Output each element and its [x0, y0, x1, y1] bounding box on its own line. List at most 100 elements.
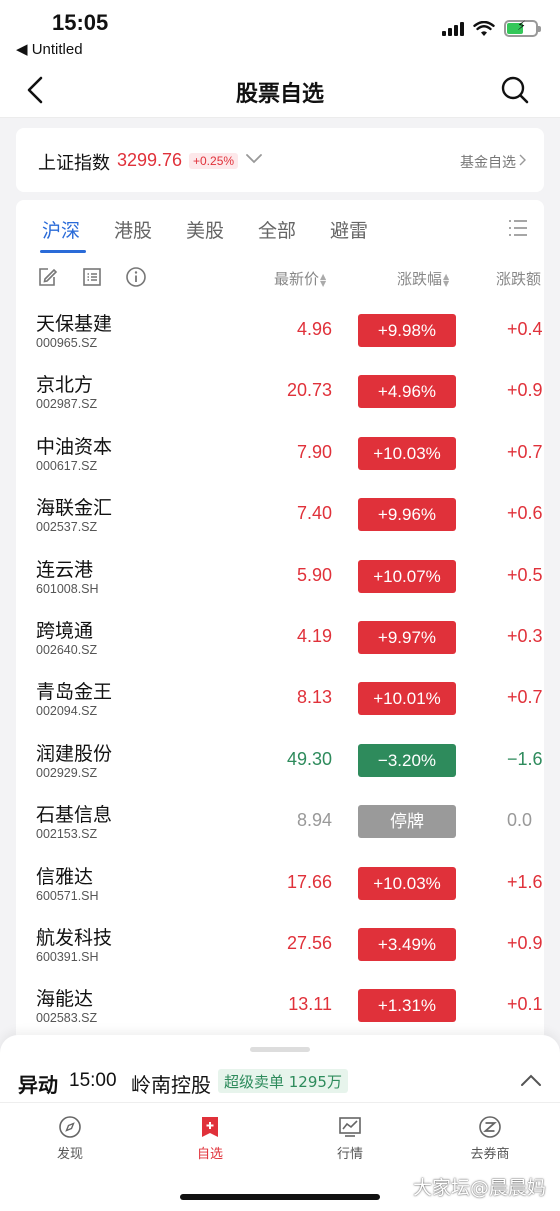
change-amount: +0.1	[507, 994, 543, 1015]
tab-hong-kong[interactable]: 港股	[114, 220, 153, 242]
table-row[interactable]: 海能达 002583.SZ 13.11 +1.31% +0.1	[16, 975, 544, 1036]
tab-avoid[interactable]: 避雷	[330, 220, 369, 242]
tab-shanghai-shenzhen[interactable]: 沪深	[42, 220, 81, 242]
table-row[interactable]: 中油资本 000617.SZ 7.90 +10.03% +0.7	[16, 423, 544, 484]
stock-code: 600571.SH	[36, 888, 99, 903]
tab-bar-watchlist[interactable]: 自选	[170, 1115, 250, 1162]
stock-price: 8.94	[296, 810, 332, 831]
change-amount: +0.7	[507, 687, 543, 708]
tab-bar-label: 行情	[336, 1147, 363, 1162]
table-row[interactable]: 京北方 002987.SZ 20.73 +4.96% +0.9	[16, 361, 544, 422]
stock-price: 4.96	[296, 319, 332, 339]
cellular-signal-icon	[442, 21, 464, 36]
navigation-bar: 股票自选	[0, 62, 560, 118]
change-percent-badge[interactable]: +9.97%	[358, 621, 456, 654]
table-row[interactable]: 航发科技 600391.SH 27.56 +3.49% +0.9	[16, 914, 544, 975]
battery-icon: ⚡	[504, 19, 541, 37]
edit-icon[interactable]	[36, 266, 58, 288]
stock-code: 002640.SZ	[36, 643, 98, 657]
stock-price: 20.73	[286, 380, 332, 401]
stock-name: 信雅达	[36, 865, 94, 888]
watermark: 大家坛@晨晨妈	[412, 1177, 546, 1199]
back-to-app-link[interactable]: ◀ Untitled	[16, 41, 83, 58]
stock-price: 49.30	[286, 748, 332, 769]
chevron-left-icon[interactable]	[22, 74, 52, 106]
stock-name: 润建股份	[36, 742, 113, 765]
change-percent-badge[interactable]: 停牌	[358, 805, 456, 839]
change-percent-badge[interactable]: +10.07%	[358, 559, 456, 593]
alert-badge: 超级卖单 1295万	[218, 1069, 348, 1093]
stock-name: 连云港	[36, 558, 94, 581]
table-row[interactable]: 天保基建 000965.SZ 4.96 +9.98% +0.4	[16, 300, 544, 361]
tab-all[interactable]: 全部	[258, 220, 297, 242]
chart-icon	[339, 1117, 361, 1137]
stock-price: 7.40	[296, 503, 332, 524]
stock-name: 航发科技	[36, 927, 113, 949]
table-row[interactable]: 润建股份 002929.SZ 49.30 −3.20% −1.6	[16, 730, 544, 791]
change-percent-badge[interactable]: −3.20%	[358, 743, 456, 777]
stock-code: 601008.SH	[36, 581, 99, 596]
table-row[interactable]: 信雅达 600571.SH 17.66 +10.03% +1.6	[16, 853, 544, 914]
column-header-change-percent[interactable]: 涨跌幅▲ ▼	[397, 270, 450, 288]
stock-name: 青岛金王	[36, 681, 113, 704]
page-title: 股票自选	[235, 82, 324, 107]
stock-name: 中油资本	[36, 435, 113, 458]
list-icon[interactable]	[81, 266, 103, 288]
table-row[interactable]: 跨境通 002640.SZ 4.19 +9.97% +0.3	[16, 607, 544, 668]
change-amount: +1.6	[507, 871, 543, 892]
sheet-handle[interactable]	[250, 1047, 310, 1052]
change-amount: +0.7	[507, 441, 543, 462]
list-toolbar: 最新价▲ ▼ 涨跌幅▲ ▼ 涨跌额	[16, 260, 544, 296]
fund-watchlist-link[interactable]: 基金自选	[460, 155, 516, 171]
search-icon[interactable]	[500, 75, 530, 105]
tab-bar-discover[interactable]: 发现	[30, 1115, 110, 1162]
table-row[interactable]: 石基信息 002153.SZ 8.94 停牌 0.0	[16, 791, 544, 852]
stock-price: 4.19	[296, 626, 332, 646]
change-percent-badge[interactable]: +9.98%	[358, 314, 456, 347]
change-percent-badge[interactable]: +1.31%	[358, 989, 456, 1023]
change-percent-badge[interactable]: +10.03%	[358, 436, 456, 470]
tab-bar-label: 发现	[56, 1147, 83, 1162]
wifi-icon	[473, 20, 495, 36]
stock-name: 跨境通	[36, 620, 94, 642]
tab-bar-label: 自选	[196, 1147, 223, 1162]
tab-bar-market[interactable]: 行情	[310, 1115, 390, 1162]
movement-alert-sheet[interactable]: 异动 15:00 岭南控股 超级卖单 1295万	[0, 1035, 560, 1105]
stock-code: 002929.SZ	[36, 765, 98, 780]
stock-price: 8.13	[296, 687, 332, 708]
alert-stock-name[interactable]: 岭南控股	[131, 1073, 211, 1097]
index-change-badge: +0.25%	[189, 153, 239, 169]
menu-icon[interactable]	[508, 219, 528, 237]
alert-label: 异动	[18, 1073, 58, 1097]
home-indicator[interactable]	[180, 1194, 380, 1200]
info-icon[interactable]	[125, 266, 147, 288]
stock-code: 002537.SZ	[36, 520, 98, 535]
change-percent-badge[interactable]: +10.03%	[358, 866, 456, 900]
index-card[interactable]: 上证指数 3299.76 +0.25% 基金自选	[16, 128, 544, 192]
chevron-up-icon[interactable]	[520, 1073, 542, 1087]
table-row[interactable]: 连云港 601008.SH 5.90 +10.07% +0.5	[16, 546, 544, 607]
table-row[interactable]: 青岛金王 002094.SZ 8.13 +10.01% +0.7	[16, 668, 544, 729]
column-header-price[interactable]: 最新价▲ ▼	[274, 270, 327, 288]
stock-name: 石基信息	[36, 804, 113, 827]
change-percent-badge[interactable]: +4.96%	[358, 375, 456, 409]
stock-price: 5.90	[296, 564, 332, 585]
stock-name: 海联金汇	[36, 497, 113, 520]
tab-active-indicator	[40, 250, 86, 253]
change-percent-badge[interactable]: +10.01%	[358, 682, 456, 716]
change-percent-badge[interactable]: +9.96%	[358, 498, 456, 532]
column-header-change-amount[interactable]: 涨跌额	[496, 270, 542, 288]
change-percent-badge[interactable]: +3.49%	[358, 928, 456, 961]
status-bar: 15:05 ◀ Untitled ⚡	[0, 0, 560, 62]
change-amount: +0.9	[507, 380, 543, 401]
stock-name: 天保基建	[36, 313, 113, 335]
stock-code: 002094.SZ	[36, 704, 98, 719]
chevron-down-icon[interactable]	[245, 152, 263, 166]
stock-price: 27.56	[286, 933, 332, 953]
stock-code: 600391.SH	[36, 950, 99, 964]
tab-bar-broker[interactable]: 去券商	[450, 1115, 530, 1162]
tab-us[interactable]: 美股	[186, 220, 225, 242]
stock-code: 000617.SZ	[36, 458, 98, 473]
status-time: 15:05	[52, 10, 109, 35]
table-row[interactable]: 海联金汇 002537.SZ 7.40 +9.96% +0.6	[16, 484, 544, 545]
